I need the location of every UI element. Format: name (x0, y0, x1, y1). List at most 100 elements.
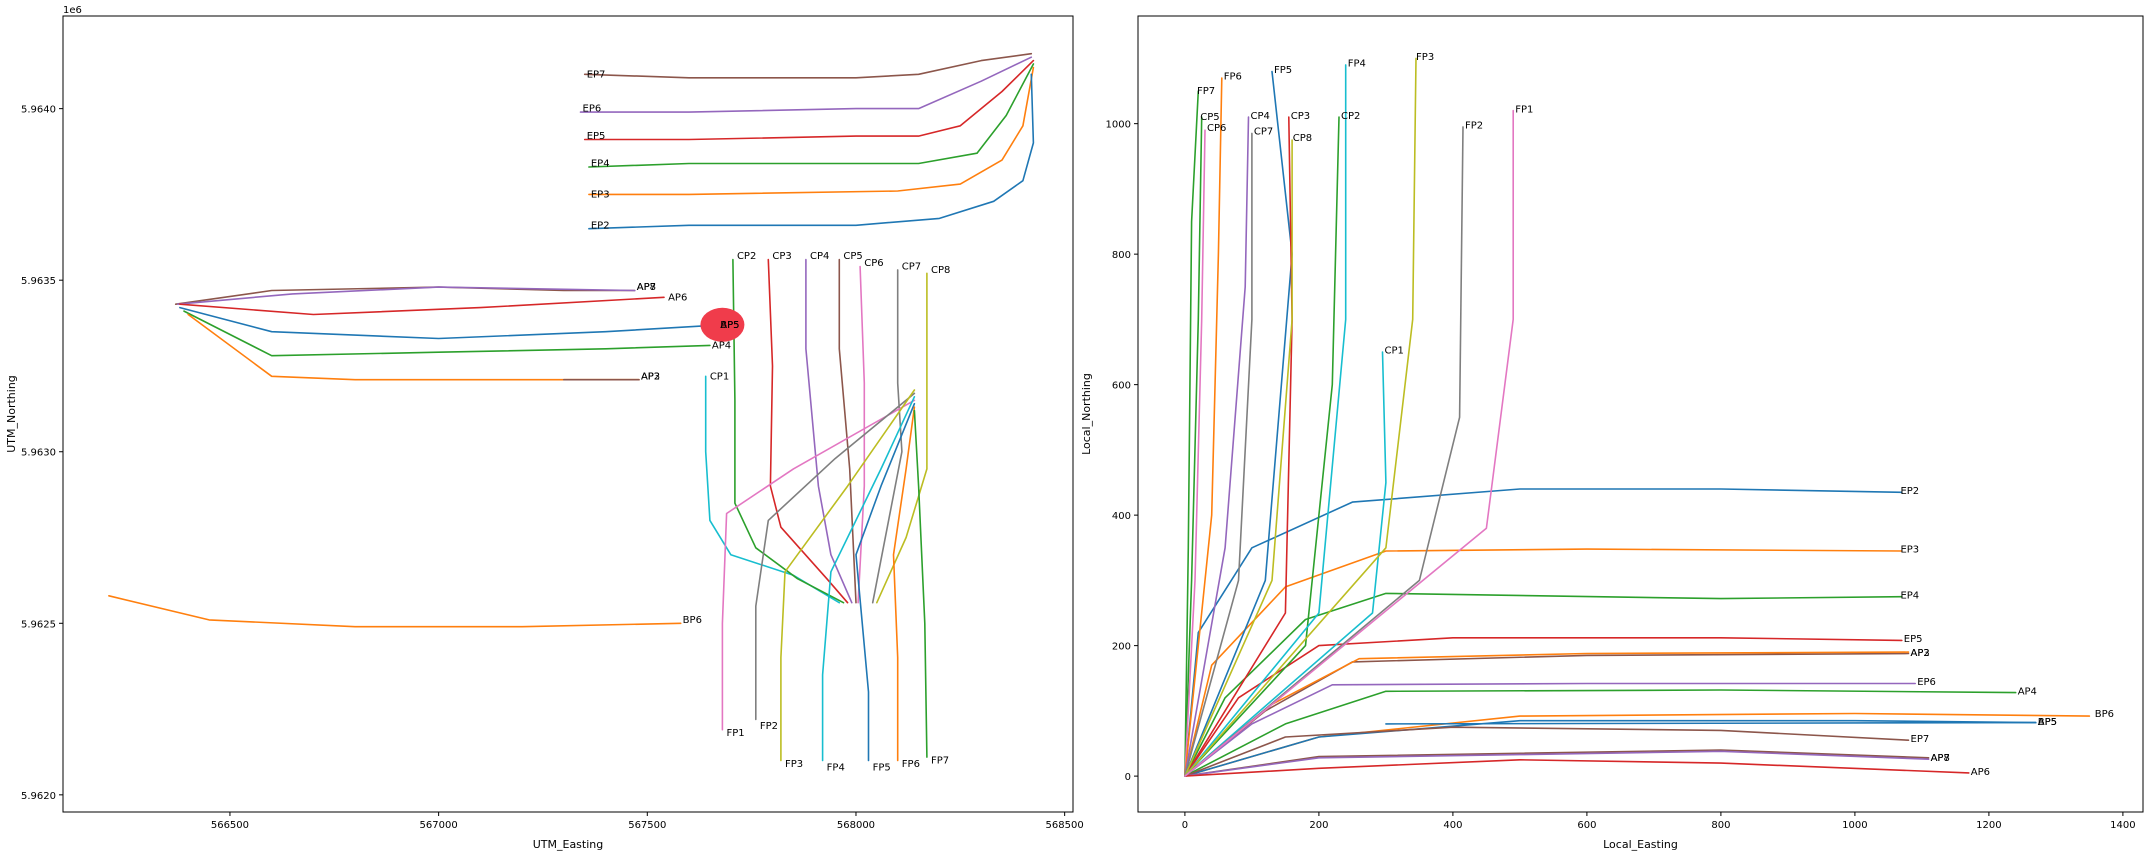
point-label: CP1 (1385, 346, 1404, 357)
point-label: EP5 (1904, 634, 1923, 645)
point-label: FP4 (827, 762, 845, 773)
series-line-ep6-0-1 (579, 56, 1033, 113)
point-label: EP4 (1900, 590, 1919, 601)
y-tick-label: 5.9625 (21, 619, 56, 630)
x-tick-label: 568500 (1046, 820, 1084, 831)
point-label: AP7 (1931, 753, 1950, 764)
x-tick-label: 567500 (628, 820, 666, 831)
point-label: FP7 (1197, 86, 1215, 97)
series-line-cp3-0-16 (767, 258, 849, 604)
series-line-ap6-1-14 (1184, 759, 1970, 777)
series-line-ap8-0-7 (177, 286, 636, 305)
series-line-ep6-1-6 (1184, 682, 1916, 777)
point-label: CP4 (810, 251, 829, 262)
series-line-ap4-0-10 (183, 310, 711, 357)
point-label: AP4 (712, 340, 731, 351)
series-line-ap5-0-9 (179, 306, 724, 340)
point-label: FP4 (1348, 59, 1366, 70)
point-label: CP7 (1254, 126, 1273, 137)
series-line-ap7-1-12 (1184, 749, 1930, 777)
point-label: EP6 (583, 104, 602, 115)
series-line-fp7-1-15 (1184, 90, 1200, 777)
y-tick-label: 400 (1112, 511, 1131, 522)
point-label: EP2 (1900, 486, 1919, 497)
point-label: AP6 (668, 292, 687, 303)
series-line-ap4-1-7 (1184, 689, 2017, 777)
point-label: CP3 (772, 251, 791, 262)
y-tick-label: 5.9635 (21, 276, 56, 287)
point-label: EP7 (1911, 734, 1930, 745)
series-line-fp4-0-25 (821, 396, 916, 762)
series-line-ap2-1-4 (1184, 652, 1910, 777)
highlight-marker (700, 307, 745, 342)
series-line-ep5-1-3 (1184, 637, 1903, 777)
series-line-fp4-1-25 (1184, 64, 1347, 777)
point-label: BP6 (2095, 709, 2114, 720)
point-label: BP6 (683, 615, 702, 626)
y-tick-label: 1000 (1106, 120, 1131, 131)
series-line-cp7-1-20 (1184, 132, 1253, 777)
y-axis-label: Local_Northing (1080, 373, 1093, 455)
point-label: AP2 (1911, 648, 1930, 659)
series-line-ap8-1-13 (1184, 750, 1930, 777)
series-line-fp5-0-26 (855, 402, 916, 762)
series-line-cp4-1-19 (1184, 116, 1250, 777)
x-tick-label: 200 (1309, 820, 1328, 831)
point-label: BP5 (2038, 717, 2057, 728)
series-line-fp5-1-21 (1184, 70, 1293, 777)
x-tick-label: 1400 (2110, 820, 2135, 831)
point-label: AP5 (720, 320, 739, 331)
series-line-fp1-0-22 (721, 399, 916, 731)
y-tick-label: 800 (1112, 250, 1131, 261)
point-label: FP2 (760, 721, 778, 732)
point-label: FP5 (1274, 65, 1292, 76)
point-label: AP5 (2038, 717, 2057, 728)
point-label: CP4 (1251, 111, 1270, 122)
axes-frame (1137, 15, 2144, 813)
series-line-ep5-0-2 (583, 59, 1035, 141)
point-label: CP6 (1207, 123, 1226, 134)
point-label: FP1 (1515, 104, 1533, 115)
point-label: CP5 (843, 251, 862, 262)
point-label: AP3 (641, 371, 660, 382)
series-line-ep4-1-2 (1184, 592, 1903, 777)
point-label: CP6 (864, 258, 883, 269)
series-line-fp2-0-23 (755, 392, 916, 721)
point-label: FP2 (1465, 121, 1483, 132)
series-line-fp3-1-27 (1184, 57, 1417, 777)
series-line-cp8-1-23 (1184, 139, 1293, 777)
series-line-cp2-0-15 (732, 258, 845, 604)
x-tick-label: 400 (1443, 820, 1462, 831)
point-label: AP8 (637, 282, 656, 293)
point-label: FP1 (727, 728, 745, 739)
y-tick-label: 600 (1112, 381, 1131, 392)
y-tick-label: 200 (1112, 642, 1131, 653)
series-line-ap5-1-9 (1184, 719, 2037, 777)
point-label: FP7 (931, 756, 949, 767)
series-line-ep7-1-11 (1184, 726, 1910, 777)
series-line-fp1-1-29 (1184, 109, 1514, 777)
x-tick-label: 1200 (1976, 820, 2001, 831)
x-tick-label: 800 (1711, 820, 1730, 831)
x-tick-label: 567000 (420, 820, 458, 831)
axes-frame (62, 15, 1074, 813)
x-tick-label: 0 (1182, 820, 1188, 831)
series-line-fp3-0-24 (780, 389, 916, 762)
series-line-fp6-1-18 (1184, 77, 1223, 777)
point-label: EP6 (1917, 677, 1936, 688)
series-line-cp8-0-21 (876, 272, 928, 604)
series-line-fp6-0-27 (892, 406, 916, 762)
right-axes: EP2EP3EP4EP5AP2AP3EP6AP4BP6AP5BP5EP7AP8A… (1080, 15, 2144, 851)
point-label: CP8 (1293, 133, 1312, 144)
point-label: CP1 (710, 371, 729, 382)
series-line-ep3-0-4 (588, 66, 1035, 196)
point-label: EP7 (587, 69, 606, 80)
point-label: CP2 (737, 251, 756, 262)
series-line-cp6-1-17 (1184, 129, 1206, 777)
series-line-ep7-0-0 (583, 52, 1033, 79)
series-line-ep3-1-1 (1184, 548, 1903, 777)
point-label: EP4 (591, 159, 610, 170)
point-label: EP3 (591, 189, 610, 200)
point-label: FP5 (873, 762, 891, 773)
